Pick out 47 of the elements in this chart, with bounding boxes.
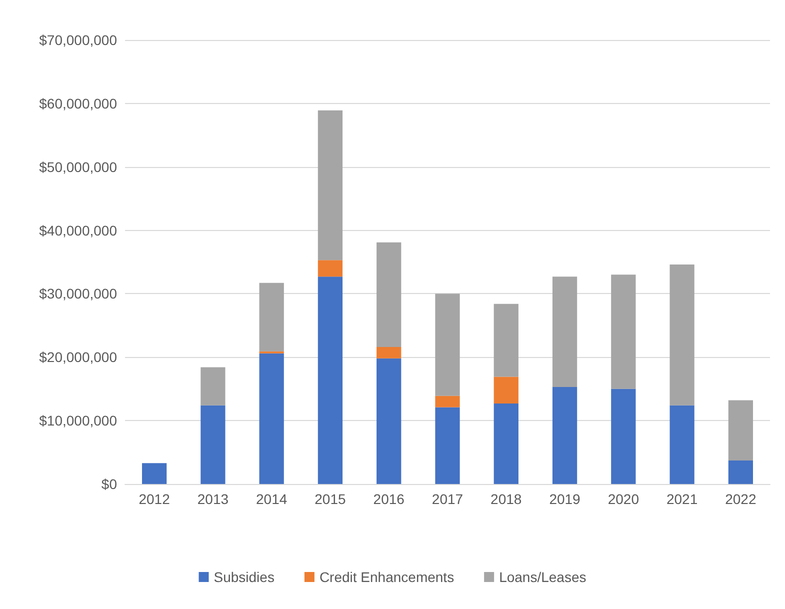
bar <box>200 367 226 406</box>
y-tick-label: $0 <box>101 476 118 492</box>
y-tick-label: $40,000,000 <box>39 222 118 238</box>
bar <box>376 358 402 484</box>
bar <box>435 396 460 408</box>
x-tick-label: 2019 <box>549 491 581 507</box>
bar <box>259 353 284 484</box>
bar <box>318 260 343 277</box>
bar <box>376 242 402 347</box>
bar <box>318 110 343 260</box>
x-tick-label: 2014 <box>256 491 288 507</box>
y-tick-label: $20,000,000 <box>39 349 118 366</box>
x-tick-label: 2012 <box>138 491 170 507</box>
y-tick-label: $60,000,000 <box>39 95 118 112</box>
bar <box>435 294 460 396</box>
bar <box>611 388 636 484</box>
bar <box>494 403 518 484</box>
bar <box>318 276 343 484</box>
bar <box>200 405 226 484</box>
bar <box>494 376 518 404</box>
bar <box>142 463 167 484</box>
bar <box>728 460 753 484</box>
bar <box>552 276 578 387</box>
x-tick-label: 2018 <box>490 491 522 507</box>
bar <box>670 405 694 484</box>
x-tick-label: 2016 <box>373 491 405 507</box>
bar <box>376 346 402 358</box>
legend-label: Loans/Leases <box>499 569 586 585</box>
x-tick-label: 2020 <box>608 491 640 507</box>
legend-label: Credit Enhancements <box>319 569 454 585</box>
bar <box>552 386 578 484</box>
bar <box>670 264 694 406</box>
x-tick-label: 2013 <box>197 491 229 507</box>
bar <box>611 274 636 389</box>
x-tick-label: 2015 <box>314 491 346 507</box>
x-tick-label: 2021 <box>666 491 698 507</box>
x-tick-label: 2022 <box>725 491 756 507</box>
legend-label: Subsidies <box>214 569 274 585</box>
x-tick-label: 2017 <box>432 491 464 507</box>
bar <box>259 282 284 352</box>
y-tick-label: $30,000,000 <box>39 286 118 302</box>
bar <box>728 400 753 461</box>
y-tick-label: $10,000,000 <box>39 412 118 429</box>
y-tick-label: $70,000,000 <box>39 32 118 48</box>
bar <box>435 407 460 484</box>
y-tick-label: $50,000,000 <box>39 158 118 175</box>
bar <box>494 304 518 377</box>
